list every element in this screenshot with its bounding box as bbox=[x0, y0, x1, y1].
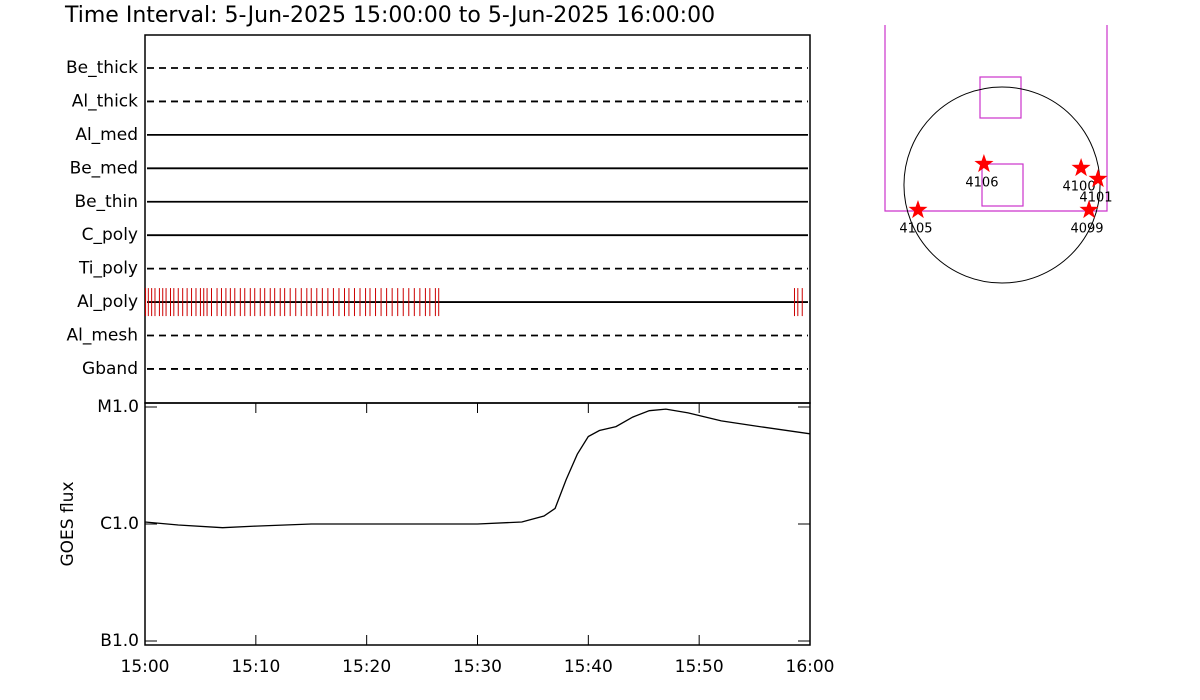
x-tick-label: 15:40 bbox=[564, 657, 613, 677]
title: Time Interval: 5-Jun-2025 15:00:00 to 5-… bbox=[64, 3, 715, 28]
x-tick-label: 15:30 bbox=[453, 657, 502, 677]
y-tick-label: C1.0 bbox=[100, 514, 139, 534]
x-tick-label: 15:00 bbox=[121, 657, 170, 677]
region-label: 4100 bbox=[1063, 179, 1096, 194]
region-label: 4099 bbox=[1070, 222, 1103, 237]
y-tick-label: B1.0 bbox=[100, 631, 139, 651]
region-star bbox=[1079, 200, 1099, 219]
solar-disk bbox=[903, 86, 1101, 284]
region-star bbox=[908, 200, 928, 219]
filter-label: C_poly bbox=[82, 225, 138, 245]
fov-box bbox=[979, 76, 1022, 119]
region-star bbox=[974, 154, 994, 173]
filter-label: Al_poly bbox=[77, 292, 138, 312]
region-label: 4105 bbox=[899, 222, 932, 237]
x-tick-label: 15:20 bbox=[342, 657, 391, 677]
filter-label: Ti_poly bbox=[78, 259, 138, 279]
filter-label: Al_med bbox=[75, 125, 138, 145]
x-tick-label: 15:50 bbox=[675, 657, 724, 677]
filter-label: Al_thick bbox=[72, 91, 138, 111]
filter-label: Be_thin bbox=[74, 192, 138, 212]
timeline-frame bbox=[144, 34, 811, 404]
fov-box bbox=[981, 163, 1024, 207]
region-label: 4101 bbox=[1079, 190, 1112, 205]
filter-label: Be_med bbox=[70, 158, 138, 178]
filter-label: Be_thick bbox=[66, 58, 138, 78]
fov-outline bbox=[884, 25, 1108, 212]
x-tick-label: 16:00 bbox=[786, 657, 835, 677]
y-axis-label: GOES flux bbox=[58, 481, 78, 566]
region-label: 4106 bbox=[965, 176, 998, 191]
filter-label: Al_mesh bbox=[66, 326, 138, 346]
region-star bbox=[1071, 158, 1091, 177]
x-tick-label: 15:10 bbox=[231, 657, 280, 677]
filter-label: Gband bbox=[82, 359, 138, 379]
goes-line bbox=[144, 408, 811, 529]
y-tick-label: M1.0 bbox=[97, 397, 139, 417]
region-star bbox=[1088, 169, 1108, 188]
